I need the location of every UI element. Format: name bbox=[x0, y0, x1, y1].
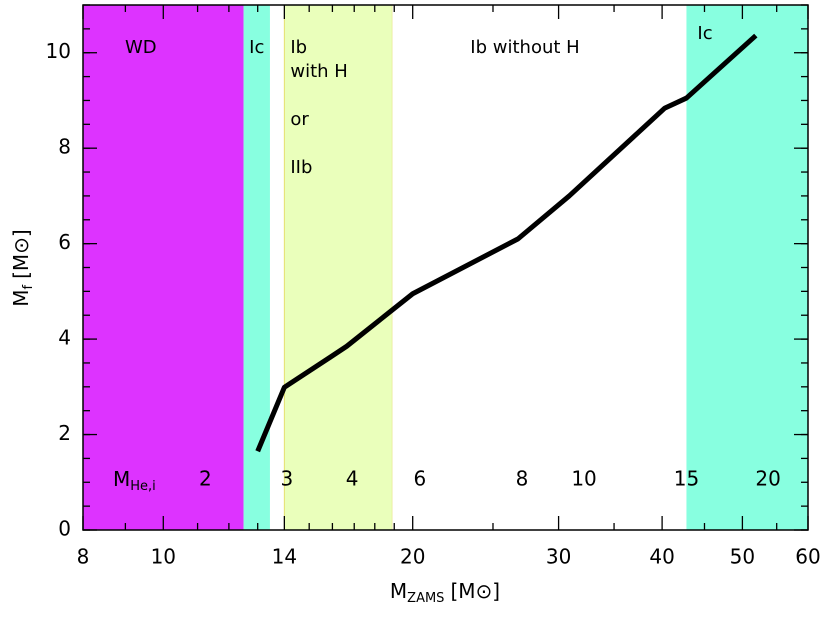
region bbox=[243, 5, 270, 530]
region-label: IIb bbox=[290, 157, 312, 178]
x-tick-label: 30 bbox=[546, 545, 571, 569]
text-part: ZAMS bbox=[407, 591, 444, 606]
y-axis-label: Mf [M⊙] bbox=[9, 229, 36, 306]
he-core-value: 2 bbox=[199, 467, 212, 491]
he-core-value: 6 bbox=[413, 467, 426, 491]
text-part: M bbox=[9, 289, 33, 306]
he-core-value: 4 bbox=[346, 467, 359, 491]
x-tick-label: 60 bbox=[795, 545, 820, 569]
x-tick-label: 40 bbox=[649, 545, 674, 569]
plot-frame bbox=[82, 4, 809, 531]
he-core-value: 10 bbox=[571, 467, 596, 491]
text-part: [M⊙] bbox=[9, 229, 33, 279]
region bbox=[686, 5, 808, 530]
he-core-value: 15 bbox=[674, 467, 699, 491]
he-core-label: MHe,i bbox=[113, 467, 156, 494]
y-tick-label: 6 bbox=[58, 230, 71, 254]
text-part: M bbox=[113, 467, 130, 491]
x-tick-label: 50 bbox=[730, 545, 755, 569]
region bbox=[392, 5, 687, 530]
y-tick-label: 8 bbox=[58, 135, 71, 159]
y-tick-label: 10 bbox=[46, 39, 71, 63]
x-axis-label: MZAMS [M⊙] bbox=[390, 579, 500, 606]
text-part: [M⊙] bbox=[450, 579, 500, 603]
region-label: WD bbox=[125, 37, 157, 58]
region-label: Ic bbox=[697, 23, 712, 44]
data-line bbox=[255, 33, 758, 453]
text-part: He,i bbox=[130, 479, 156, 494]
he-core-value: 8 bbox=[516, 467, 529, 491]
region-label: with H bbox=[290, 61, 347, 82]
x-tick-label: 10 bbox=[151, 545, 176, 569]
text-part: M bbox=[390, 579, 407, 603]
he-core-value: 3 bbox=[281, 467, 294, 491]
region-label: Ib bbox=[290, 37, 307, 58]
region-label: Ib without H bbox=[470, 37, 579, 58]
x-tick-label: 20 bbox=[400, 545, 425, 569]
text-part: f bbox=[21, 284, 36, 289]
x-tick-label: 14 bbox=[272, 545, 297, 569]
y-tick-label: 2 bbox=[58, 421, 71, 445]
y-tick-label: 0 bbox=[58, 517, 71, 541]
region bbox=[283, 4, 393, 531]
region-label: or bbox=[290, 109, 309, 130]
x-tick-label: 8 bbox=[77, 545, 90, 569]
he-core-value: 20 bbox=[755, 467, 780, 491]
region-label: Ic bbox=[249, 37, 264, 58]
region bbox=[83, 5, 244, 530]
y-tick-label: 4 bbox=[58, 326, 71, 350]
